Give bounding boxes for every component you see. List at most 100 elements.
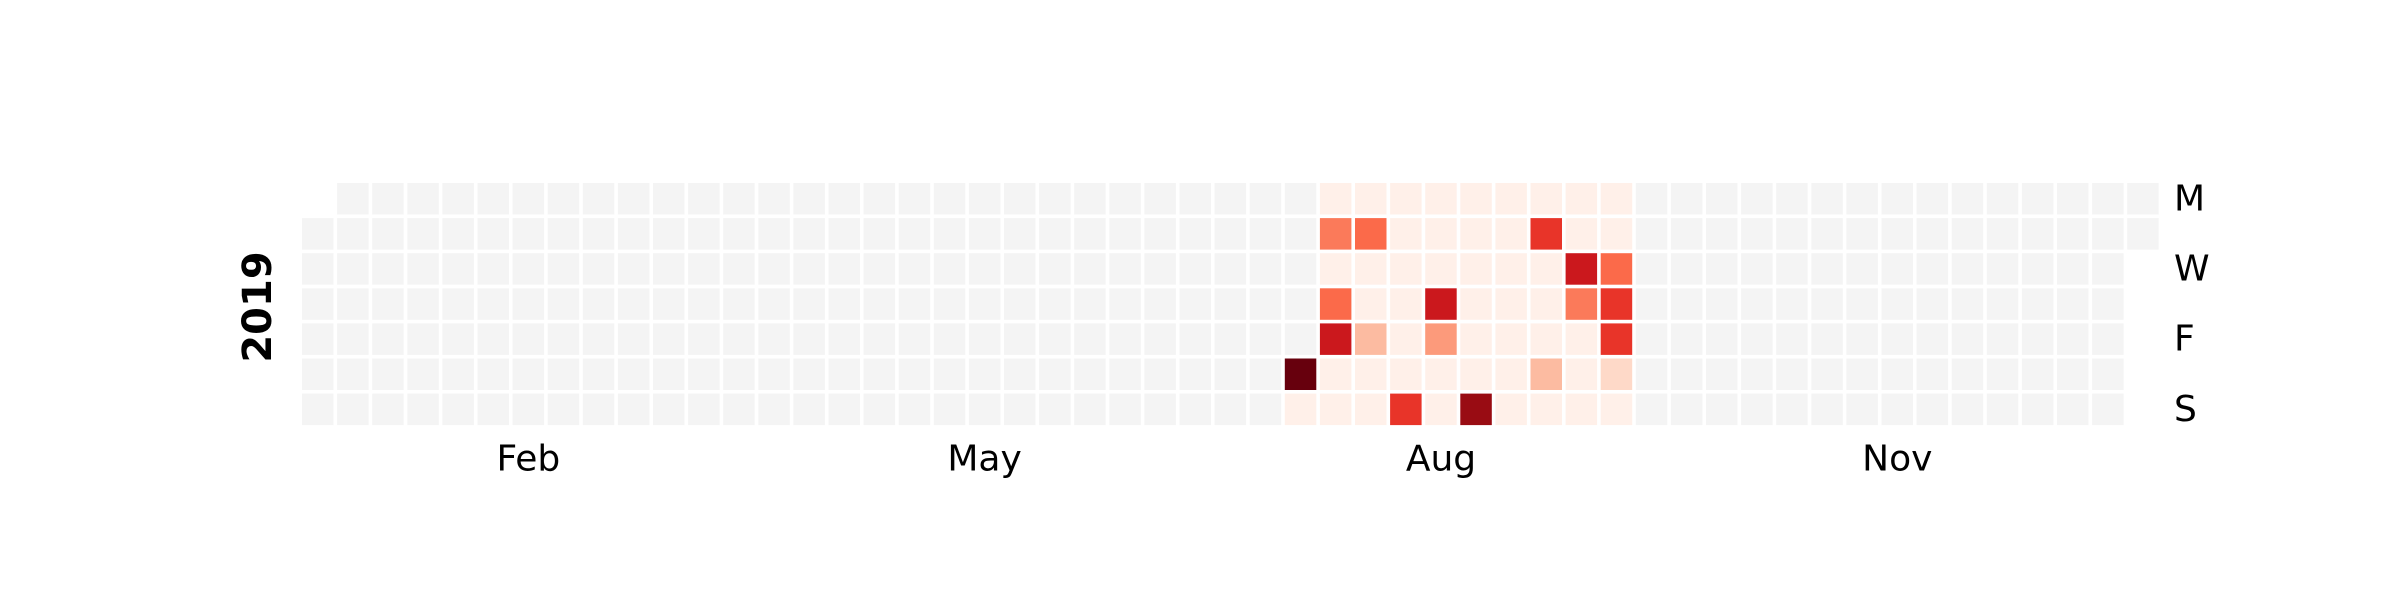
heatmap-cell (1986, 218, 2019, 250)
heatmap-cell (512, 253, 545, 285)
heatmap-cell (653, 253, 685, 285)
heatmap-cell (617, 323, 650, 355)
heatmap-cell (758, 358, 790, 390)
heatmap-cell (372, 393, 404, 426)
heatmap-cell (1004, 358, 1036, 390)
heatmap-cell (1951, 253, 1984, 285)
heatmap-cell (302, 218, 334, 250)
heatmap-cell (337, 288, 369, 320)
heatmap-cell (1846, 253, 1878, 285)
heatmap-cell (1916, 358, 1949, 390)
heatmap-cell (337, 218, 369, 250)
heatmap-cell (1284, 323, 1317, 355)
heatmap-cell (2021, 253, 2054, 285)
heatmap-cell (2127, 183, 2159, 215)
heatmap-cell (1214, 393, 1247, 426)
heatmap-cell (617, 218, 650, 250)
heatmap-cell (1039, 323, 1071, 355)
weekday-label: F (2174, 319, 2195, 360)
heatmap-cell (1951, 358, 1984, 390)
heatmap-cell (1460, 218, 1492, 250)
heatmap-cell (968, 393, 1001, 426)
heatmap-cell (933, 288, 966, 320)
heatmap-cell (1670, 323, 1703, 355)
heatmap-cell (1460, 393, 1492, 426)
heatmap-cell (407, 358, 439, 390)
heatmap-cell (1741, 323, 1773, 355)
heatmap-cell (1355, 253, 1387, 285)
heatmap-cell (1319, 358, 1352, 390)
heatmap-cell (1846, 323, 1878, 355)
heatmap-cell (1355, 358, 1387, 390)
heatmap-cell (1390, 358, 1422, 390)
heatmap-cell (1390, 288, 1422, 320)
heatmap-cell (1004, 183, 1036, 215)
heatmap-cell (512, 218, 545, 250)
heatmap-cell (2021, 288, 2054, 320)
heatmap-cell (1390, 323, 1422, 355)
heatmap-cell (1319, 288, 1352, 320)
heatmap-cell (1600, 393, 1633, 426)
heatmap-cell (617, 393, 650, 426)
heatmap-cell (898, 253, 931, 285)
heatmap-cell (1214, 183, 1247, 215)
heatmap-cell (653, 183, 685, 215)
heatmap-cell (793, 288, 825, 320)
heatmap-cell (547, 358, 580, 390)
heatmap-cell (1460, 253, 1492, 285)
heatmap-cell (477, 323, 509, 355)
heatmap-cell (863, 358, 896, 390)
heatmap-cell (1179, 218, 1211, 250)
heatmap-cell (1670, 183, 1703, 215)
heatmap-cell (898, 183, 931, 215)
heatmap-cell (933, 253, 966, 285)
heatmap-cell (1741, 393, 1773, 426)
heatmap-cell (337, 323, 369, 355)
heatmap-cell (1776, 358, 1808, 390)
year-label: 2019 (235, 251, 281, 362)
heatmap-cell (1319, 253, 1352, 285)
heatmap-cell (617, 288, 650, 320)
heatmap-cell (1039, 393, 1071, 426)
heatmap-cell (2092, 393, 2124, 426)
heatmap-cell (302, 323, 334, 355)
heatmap-cell (1565, 358, 1598, 390)
month-labels: Feb May Aug Nov (497, 439, 1933, 480)
heatmap-cell (758, 323, 790, 355)
heatmap-cell (1916, 323, 1949, 355)
heatmap-cell (968, 288, 1001, 320)
heatmap-cell (547, 218, 580, 250)
heatmap-cell (898, 288, 931, 320)
heatmap-cell (1425, 358, 1457, 390)
heatmap-cell (1390, 183, 1422, 215)
heatmap-cell (1249, 288, 1282, 320)
heatmap-cell (723, 288, 755, 320)
heatmap-cell (1776, 393, 1808, 426)
heatmap-cell (407, 323, 439, 355)
heatmap-cell (372, 253, 404, 285)
heatmap-cells (302, 183, 2159, 426)
heatmap-cell (1319, 183, 1352, 215)
heatmap-cell (1986, 183, 2019, 215)
heatmap-cell (512, 288, 545, 320)
heatmap-cell (1600, 358, 1633, 390)
heatmap-cell (898, 218, 931, 250)
weekday-label: W (2174, 248, 2210, 289)
heatmap-cell (617, 183, 650, 215)
heatmap-cell (1811, 358, 1843, 390)
heatmap-cell (793, 358, 825, 390)
heatmap-cell (653, 218, 685, 250)
heatmap-cell (758, 218, 790, 250)
heatmap-cell (2057, 323, 2089, 355)
heatmap-cell (1460, 323, 1492, 355)
heatmap-cell (1565, 218, 1598, 250)
heatmap-cell (723, 253, 755, 285)
heatmap-cell (1074, 358, 1106, 390)
heatmap-cell (1495, 183, 1527, 215)
heatmap-cell (1284, 288, 1317, 320)
heatmap-cell (828, 323, 860, 355)
heatmap-cell (933, 358, 966, 390)
heatmap-cell (828, 253, 860, 285)
heatmap-cell (1109, 323, 1141, 355)
